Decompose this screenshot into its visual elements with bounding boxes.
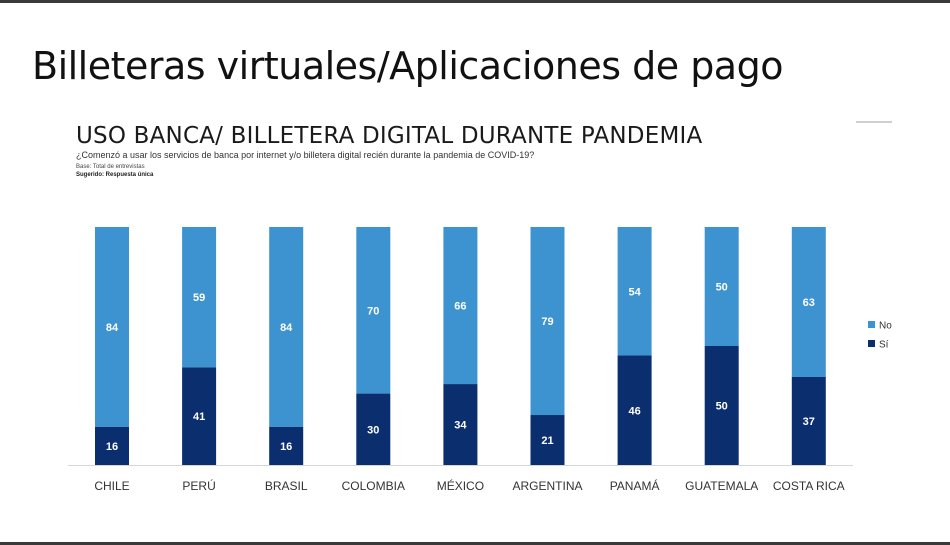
legend-label-0: No xyxy=(879,321,892,332)
bar-si-7 xyxy=(704,346,739,465)
data-label-si-5: 21 xyxy=(541,435,553,447)
data-label-si-8: 37 xyxy=(803,416,815,428)
legend-swatch-1 xyxy=(868,340,875,347)
data-label-no-7: 50 xyxy=(716,282,728,294)
data-label-si-1: 41 xyxy=(193,411,205,423)
data-label-si-2: 16 xyxy=(280,441,292,453)
bar-no-5 xyxy=(530,227,565,416)
data-label-no-1: 59 xyxy=(193,292,205,304)
chart-base-note: Base: Total de entrevistas xyxy=(76,164,145,170)
data-label-no-2: 84 xyxy=(280,322,293,334)
bar-no-6 xyxy=(617,227,652,356)
data-label-no-4: 66 xyxy=(454,301,466,313)
data-label-si-7: 50 xyxy=(716,401,728,413)
bar-no-4 xyxy=(443,227,478,385)
bar-si-5 xyxy=(530,415,565,465)
category-label-0: CHILE xyxy=(94,479,129,493)
data-label-si-4: 34 xyxy=(454,420,467,432)
data-label-no-5: 79 xyxy=(541,316,553,328)
category-label-1: PERÚ xyxy=(182,478,215,493)
bar-no-3 xyxy=(356,227,391,394)
bar-si-6 xyxy=(617,355,652,465)
legend-swatch-0 xyxy=(868,321,875,328)
category-label-8: COSTA RICA xyxy=(773,479,845,493)
chart-subtitle: ¿Comenzó a usar los servicios de banca p… xyxy=(76,150,535,160)
data-label-si-3: 30 xyxy=(367,424,379,436)
top-border xyxy=(0,0,950,3)
category-label-3: COLOMBIA xyxy=(342,479,405,493)
bar-si-2 xyxy=(269,426,304,465)
legend-label-1: Sí xyxy=(879,340,889,351)
category-label-4: MÉXICO xyxy=(437,478,484,493)
slide-title: Billeteras virtuales/Aplicaciones de pag… xyxy=(32,44,783,88)
bar-no-2 xyxy=(269,227,304,427)
data-label-si-0: 16 xyxy=(106,441,118,453)
bar-no-1 xyxy=(182,227,217,368)
chart-title: USO BANCA/ BILLETERA DIGITAL DURANTE PAN… xyxy=(76,123,703,149)
bar-si-1 xyxy=(182,367,217,465)
corner-logo-mark xyxy=(856,121,892,123)
data-label-no-3: 70 xyxy=(367,305,379,317)
bar-no-8 xyxy=(791,227,826,377)
bar-si-4 xyxy=(443,384,478,465)
category-label-2: BRASIL xyxy=(265,479,308,493)
category-label-6: PANAMÁ xyxy=(610,478,660,493)
data-label-no-6: 54 xyxy=(628,286,641,298)
bar-no-7 xyxy=(704,227,739,346)
bar-si-3 xyxy=(356,393,391,465)
bottom-border xyxy=(0,542,950,545)
bar-si-0 xyxy=(95,426,129,465)
chart-sugerido-note: Sugerido: Respuesta única xyxy=(76,172,154,178)
data-label-si-6: 46 xyxy=(628,405,640,417)
data-label-no-8: 63 xyxy=(803,297,815,309)
bar-si-8 xyxy=(791,376,826,465)
category-label-5: ARGENTINA xyxy=(512,479,582,493)
bar-no-0 xyxy=(95,227,129,427)
category-label-7: GUATEMALA xyxy=(685,479,758,493)
data-label-no-0: 84 xyxy=(106,322,119,334)
